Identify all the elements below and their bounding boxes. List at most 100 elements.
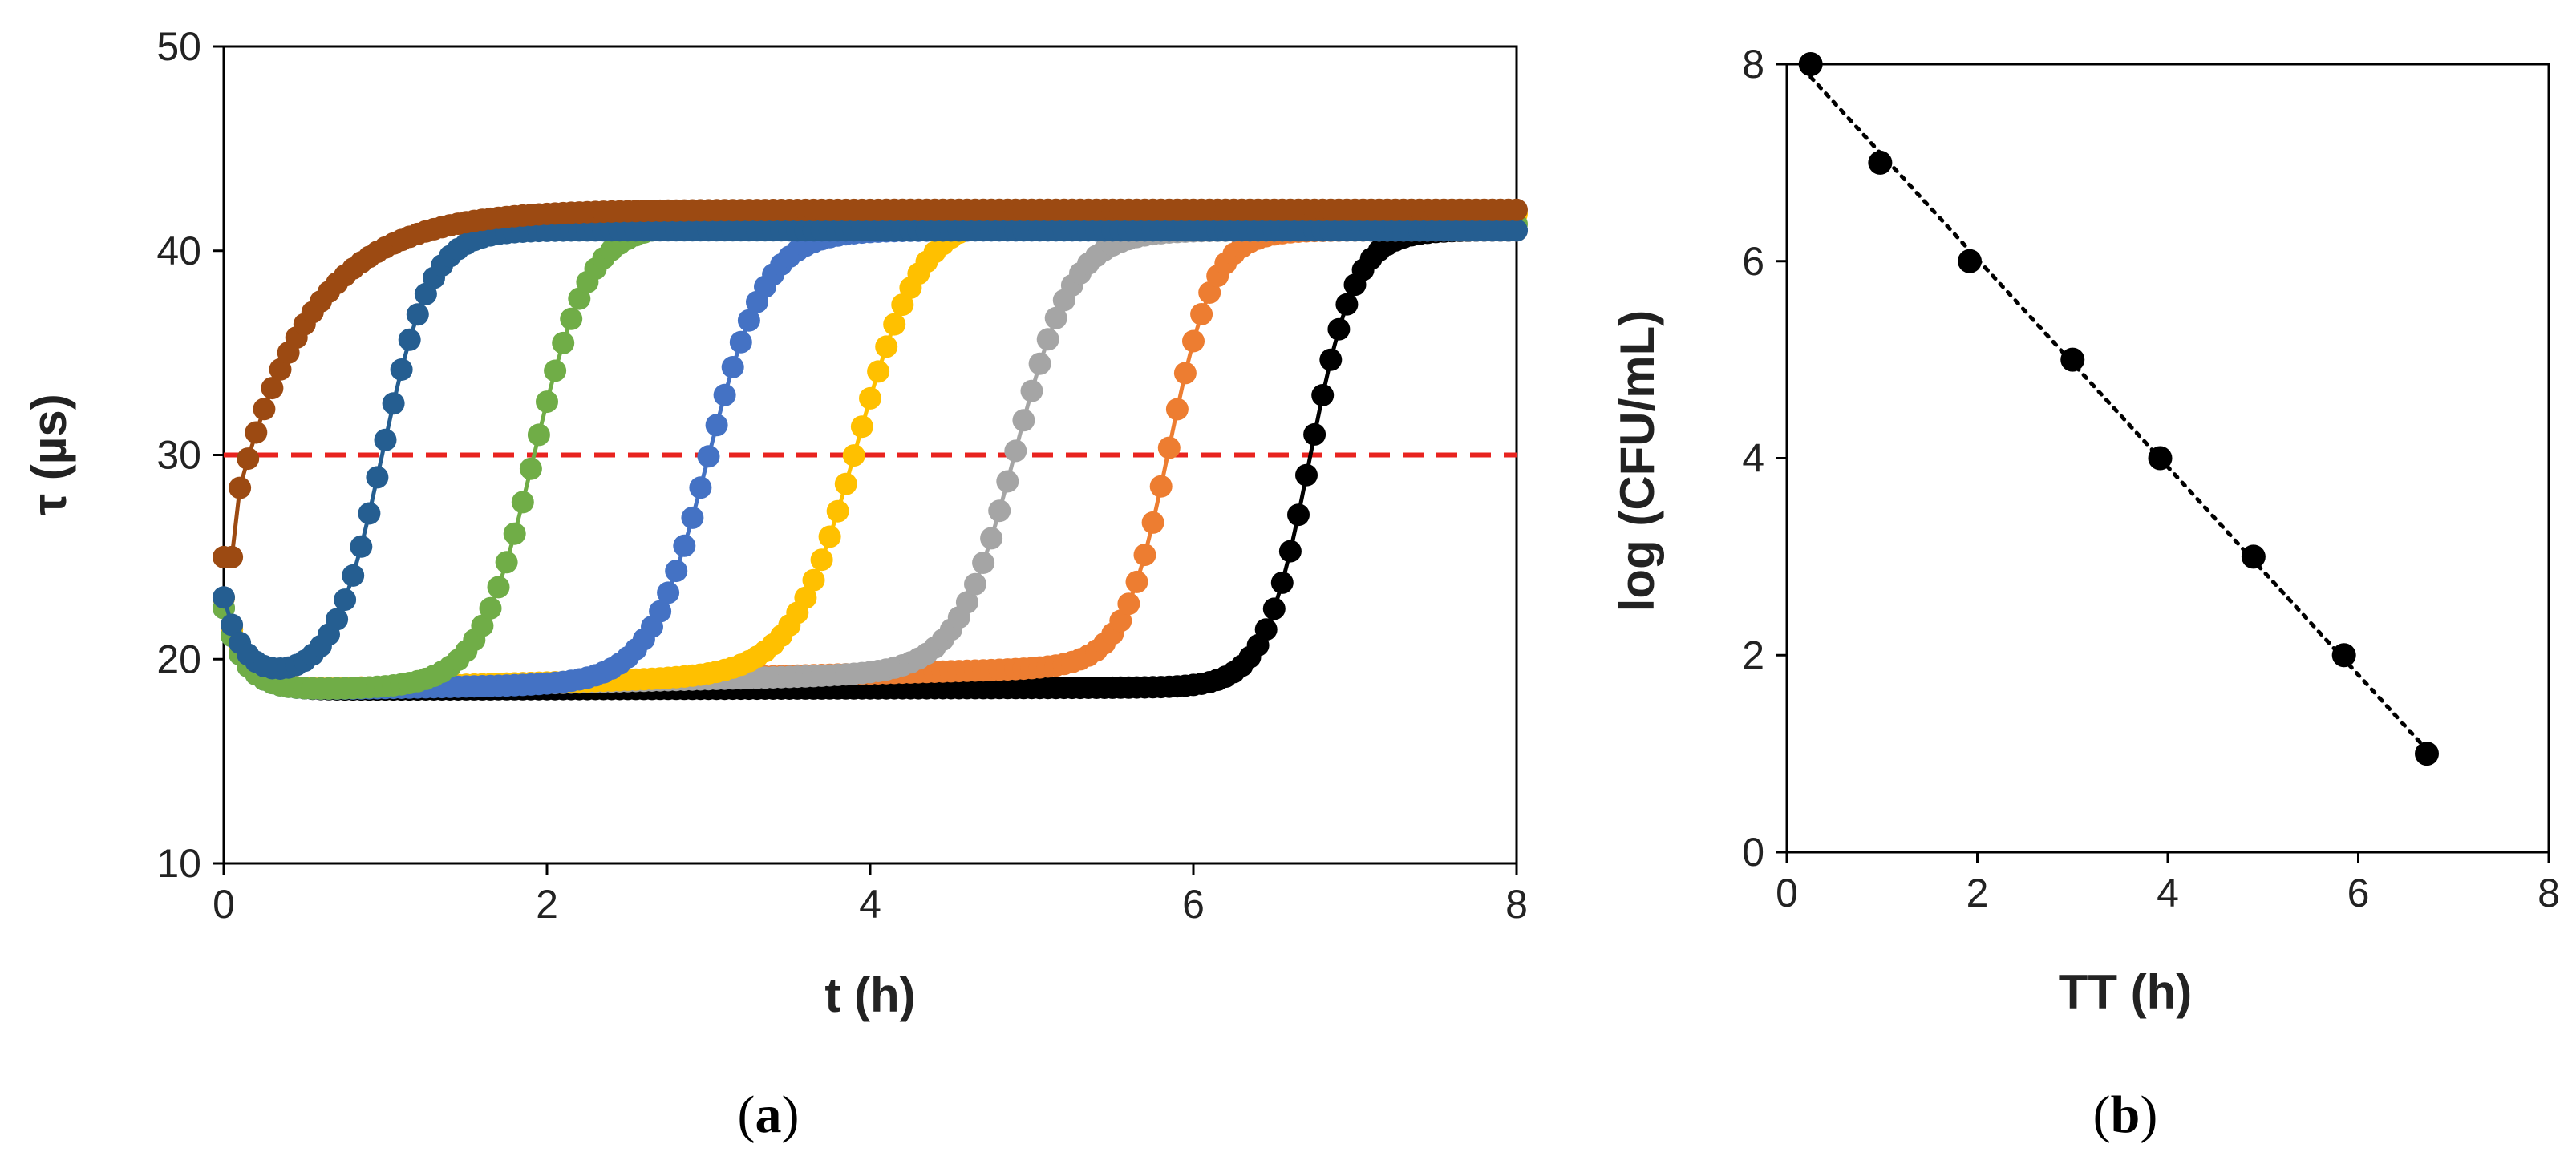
data-point xyxy=(1295,463,1318,487)
data-point xyxy=(996,470,1019,493)
data-point xyxy=(253,398,276,421)
x-tick-label-b: 6 xyxy=(2347,871,2370,916)
y-tick-label-b: 4 xyxy=(1742,436,1764,481)
data-point xyxy=(972,552,995,574)
chart-b-xlabel: TT (h) xyxy=(2059,965,2193,1019)
data-point xyxy=(802,568,825,592)
data-point xyxy=(1311,384,1335,406)
data-point xyxy=(374,428,397,451)
data-point xyxy=(503,522,526,545)
y-tick-label-b: 8 xyxy=(1742,42,1764,87)
scatter-point xyxy=(2148,446,2173,471)
data-point xyxy=(334,588,357,612)
data-point xyxy=(980,527,1003,550)
chart-a-xlabel: t (h) xyxy=(824,968,915,1022)
y-tick-label-b: 0 xyxy=(1742,830,1764,875)
data-point xyxy=(737,309,760,332)
data-point xyxy=(527,423,550,447)
data-point xyxy=(891,293,914,317)
series-10-8-cfu-ml xyxy=(213,198,1528,568)
data-point xyxy=(568,287,591,310)
data-point xyxy=(1335,293,1359,316)
series-10-7-cfu-ml xyxy=(213,219,1528,680)
data-point xyxy=(1270,571,1294,594)
x-tick-label-b: 4 xyxy=(2157,871,2179,916)
chart-a-ticks: 0 2 4 6 8 10 20 30 40 50 xyxy=(156,24,1528,927)
chart-b-ticks: 0 2 4 6 8 0 2 4 6 8 xyxy=(1742,42,2560,916)
data-point xyxy=(237,447,260,471)
data-point xyxy=(350,535,373,558)
data-point xyxy=(471,614,494,637)
scatter-point xyxy=(2415,742,2439,766)
data-point xyxy=(729,330,752,354)
data-point xyxy=(713,383,736,406)
data-point xyxy=(794,586,817,609)
data-point xyxy=(342,564,365,587)
x-tick-label-a: 0 xyxy=(213,882,235,927)
data-point xyxy=(1012,409,1035,432)
data-point xyxy=(1262,597,1286,620)
data-point xyxy=(560,307,583,330)
data-point xyxy=(705,414,728,437)
data-point xyxy=(649,600,672,623)
data-point xyxy=(1319,348,1343,371)
scatter-point xyxy=(1958,249,1982,273)
caption-b-letter: b xyxy=(2111,1085,2141,1144)
data-point xyxy=(1004,439,1027,463)
data-point xyxy=(269,358,292,381)
data-point xyxy=(955,591,978,614)
caption-a-open: ( xyxy=(738,1085,755,1144)
data-point xyxy=(1182,329,1205,353)
chart-a-caption: (a) xyxy=(738,1085,800,1144)
data-point xyxy=(826,499,849,523)
data-point xyxy=(875,335,898,358)
y-tick-label-a: 40 xyxy=(156,228,201,273)
data-point xyxy=(1254,618,1278,641)
data-point xyxy=(1327,317,1351,341)
data-point xyxy=(326,608,349,631)
data-point xyxy=(245,421,268,444)
data-point xyxy=(390,358,413,381)
chart-a-series xyxy=(213,198,1528,701)
data-point xyxy=(1165,398,1189,421)
data-point xyxy=(697,445,720,468)
data-point xyxy=(479,596,502,620)
data-point xyxy=(1044,306,1067,329)
data-point xyxy=(1117,592,1140,616)
y-tick-label-b: 6 xyxy=(1742,239,1764,284)
data-point xyxy=(1141,511,1164,534)
x-tick-label-b: 8 xyxy=(2538,871,2560,916)
data-point xyxy=(842,444,865,467)
data-point xyxy=(1149,475,1173,498)
data-point xyxy=(536,390,558,414)
x-tick-label-a: 2 xyxy=(536,882,558,927)
caption-a-letter: a xyxy=(755,1085,782,1144)
data-point xyxy=(1505,198,1528,221)
data-point xyxy=(366,466,389,489)
data-point xyxy=(221,545,244,568)
scatter-point xyxy=(2331,643,2356,668)
data-point xyxy=(261,377,284,400)
data-point xyxy=(1303,422,1326,446)
caption-b-open: ( xyxy=(2093,1085,2111,1144)
data-point xyxy=(810,548,833,572)
data-point xyxy=(657,581,680,604)
caption-a-close: ) xyxy=(782,1085,800,1144)
data-point xyxy=(487,576,510,599)
y-tick-label-b: 2 xyxy=(1742,633,1764,677)
data-point xyxy=(1190,303,1213,325)
x-tick-label-b: 0 xyxy=(1776,871,1798,916)
data-point xyxy=(1287,503,1310,527)
data-point xyxy=(398,328,421,351)
data-point xyxy=(519,457,542,480)
y-tick-label-a: 30 xyxy=(156,433,201,478)
data-point xyxy=(213,586,235,609)
data-point xyxy=(689,476,712,499)
data-point xyxy=(850,415,873,439)
data-point xyxy=(1125,570,1148,593)
y-tick-label-a: 10 xyxy=(156,841,201,886)
data-point xyxy=(229,476,252,499)
x-tick-label-a: 8 xyxy=(1505,882,1528,927)
